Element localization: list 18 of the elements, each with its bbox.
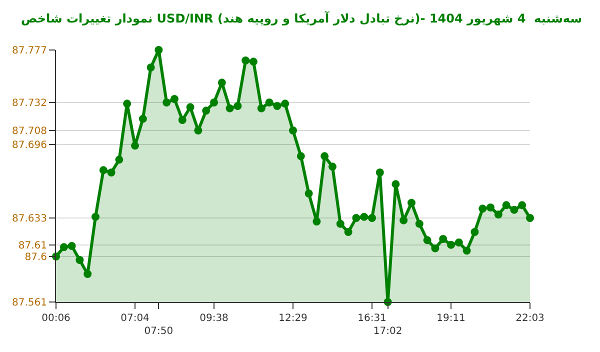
x-tick-label: 22:03 (516, 313, 544, 324)
y-tick-label: 87.561 (12, 298, 47, 308)
x-tick-label: 07:04 (120, 313, 150, 324)
y-tick-label: 87.732 (12, 98, 47, 109)
y-tick-label: 87.6 (24, 252, 47, 263)
y-tick-label: 87.708 (12, 126, 47, 137)
x-tick-label: 17:02 (373, 326, 402, 337)
chart-title: نمودار تغییرات شاخص USD/INR (نرخ تبادل دلار آمریکا و روپیه هند)- سه‌شنبه 4 شهریور 1404 (20, 10, 582, 26)
x-tick-label: 16:31 (358, 313, 386, 324)
x-tick-label: 12:29 (278, 313, 308, 324)
y-tick-label: 87.633 (12, 214, 47, 224)
y-tick-label: 87.777 (12, 46, 47, 56)
y-tick-label: 87.61 (18, 240, 47, 252)
x-tick-label: 19:11 (436, 313, 466, 324)
y-tick-label: 87.696 (12, 140, 47, 151)
x-tick-label: 09:38 (200, 313, 228, 324)
x-tick-label: 07:50 (144, 326, 174, 337)
x-tick-label: 00:06 (42, 313, 70, 324)
